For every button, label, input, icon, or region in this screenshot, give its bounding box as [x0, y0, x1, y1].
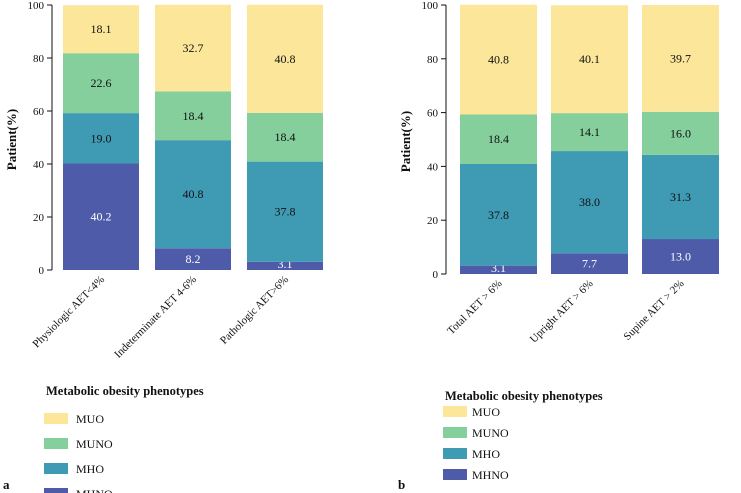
bar-segment-mhno	[460, 265, 537, 274]
bar-segment-mho	[63, 113, 139, 164]
x-tick-label: Supine AET > 2%	[621, 278, 686, 343]
bar-segment-muo	[460, 4, 537, 115]
data-label: 19.0	[91, 131, 112, 145]
bar-segment-mhno	[63, 163, 139, 270]
y-tick-label: 100	[28, 0, 45, 12]
y-tick-label: 0	[39, 265, 45, 277]
legend-label: MHO	[76, 462, 104, 476]
data-label: 37.8	[488, 208, 509, 222]
data-label: 40.8	[488, 53, 509, 67]
x-tick-label: Indeterminate AET 4-6%	[112, 274, 199, 361]
bar-segment-mhno	[155, 248, 231, 270]
y-tick-label: 80	[427, 54, 439, 66]
bar-segment-mhno	[642, 239, 719, 274]
data-label: 37.8	[275, 205, 296, 219]
bar-segment-muno	[642, 111, 719, 155]
data-label: 31.3	[670, 190, 691, 204]
y-axis-title: Patient(%)	[4, 109, 19, 170]
data-label: 18.4	[275, 130, 296, 144]
legend: Metabolic obesity phenotypes MUO MUNO MHO MH…	[443, 389, 603, 482]
data-label: 40.8	[183, 187, 204, 201]
y-tick-label: 0	[433, 269, 439, 281]
y-tick-label: 40	[427, 161, 439, 173]
bar-segment-muo	[642, 5, 719, 112]
bar-segment-mhno	[247, 261, 323, 270]
bar-segment-mho	[460, 163, 537, 266]
legend-swatch-muo	[443, 406, 467, 417]
x-tick-label: Pathologic AET>6%	[218, 274, 291, 347]
legend-swatch-mho	[443, 448, 467, 459]
legend-title: Metabolic obesity phenotypes	[46, 384, 204, 398]
data-label: 40.8	[275, 52, 296, 66]
data-label: 18.4	[488, 132, 509, 146]
data-label: 8.2	[186, 252, 201, 266]
legend-swatch-muno	[44, 438, 68, 449]
data-label: 40.1	[579, 52, 600, 66]
bar-segment-muno	[460, 114, 537, 164]
data-label: 32.7	[183, 41, 204, 55]
data-label: 40.2	[91, 210, 112, 224]
data-label: 18.4	[183, 109, 204, 123]
chart-panel-a: 40.2 19.0 22.6 18.1 Physiologic AET<4% 8.2 40.…	[3, 0, 323, 493]
legend-swatch-muo	[44, 413, 68, 424]
legend-label: MUO	[472, 405, 500, 419]
bar-segment-mho	[155, 140, 231, 249]
bar-segment-muo	[551, 5, 628, 114]
bar-segment-muo	[63, 5, 139, 54]
legend-title: Metabolic obesity phenotypes	[445, 389, 603, 403]
legend: Metabolic obesity phenotypes MUO MUNO MHO MH…	[44, 384, 204, 493]
y-tick-label: 20	[427, 215, 439, 227]
legend-label: MHNO	[76, 487, 113, 493]
x-tick-label: Physiologic AET<4%	[31, 274, 108, 351]
legend-swatch-mhno	[44, 488, 68, 493]
bar-segment-muo	[155, 4, 231, 92]
y-tick-label: 100	[422, 0, 439, 12]
legend-label: MUO	[76, 412, 104, 426]
data-label: 7.7	[582, 257, 597, 271]
x-tick-label: Total AET > 6%	[445, 278, 504, 337]
bar-segment-mho	[247, 161, 323, 262]
panel-label: a	[3, 477, 10, 492]
panel-label: b	[398, 477, 405, 492]
y-tick-label: 60	[33, 106, 45, 118]
y-tick-label: 80	[33, 53, 45, 65]
y-tick-label: 20	[33, 212, 45, 224]
legend-label: MUNO	[76, 437, 113, 451]
x-tick-label: Upright AET > 6%	[528, 278, 596, 346]
bar-segment-mhno	[551, 253, 628, 274]
data-label: 18.1	[91, 22, 112, 36]
bar-segment-mho	[551, 151, 628, 254]
data-label: 22.6	[91, 76, 112, 90]
bar-segment-muo	[247, 4, 323, 113]
data-label: 16.0	[670, 126, 691, 140]
legend-swatch-mho	[44, 463, 68, 474]
legend-label: MUNO	[472, 426, 509, 440]
bar-segment-muno	[155, 91, 231, 141]
data-label: 14.1	[579, 125, 600, 139]
y-tick-label: 40	[33, 159, 45, 171]
legend-swatch-mhno	[443, 469, 467, 480]
data-label: 13.0	[670, 250, 691, 264]
y-axis-title: Patient(%)	[398, 111, 413, 172]
bar-segment-mho	[642, 154, 719, 240]
data-label: 39.7	[670, 51, 691, 65]
bar-segment-muno	[551, 113, 628, 152]
legend-label: MHO	[472, 447, 500, 461]
bar-segment-muno	[247, 112, 323, 162]
y-tick-label: 60	[427, 108, 439, 120]
data-label: 38.0	[579, 195, 600, 209]
legend-swatch-muno	[443, 427, 467, 438]
bar-segment-muno	[63, 53, 139, 114]
legend-label: MHNO	[472, 468, 509, 482]
